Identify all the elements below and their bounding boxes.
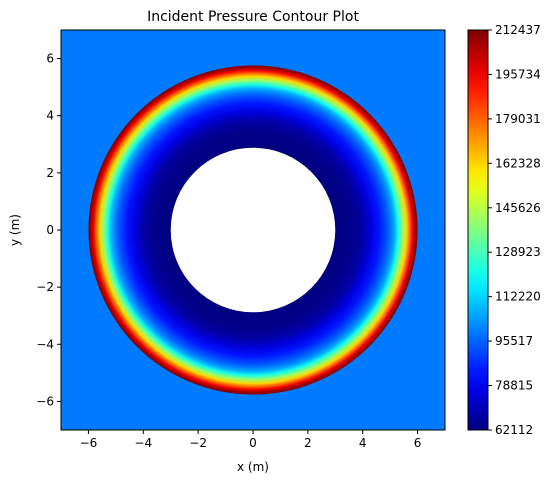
x-axis-label: x (m) (237, 460, 269, 474)
x-tick-label: −2 (189, 436, 207, 450)
colorbar-tick-label: 179031 (495, 112, 541, 126)
colorbar-tick-label: 145626 (495, 201, 541, 215)
inner-hole (170, 147, 336, 313)
colorbar-frame (467, 29, 489, 431)
colorbar-tick-label: 128923 (495, 245, 541, 259)
y-axis-ticks: −6 −4 −2 0 2 4 6 (36, 52, 61, 408)
colorbar-tick-label: 195734 (495, 67, 541, 81)
colorbar-tick-label: 112220 (495, 290, 541, 304)
y-tick-label: 4 (46, 109, 54, 123)
y-tick-label: 0 (46, 223, 54, 237)
colorbar-tick-label: 78815 (495, 379, 533, 393)
x-tick-label: −6 (80, 436, 98, 450)
y-tick-label: 6 (46, 52, 54, 66)
y-tick-label: −6 (36, 394, 54, 408)
colorbar-tick-label: 162328 (495, 156, 541, 170)
colorbar-tick-label: 95517 (495, 334, 533, 348)
chart-title: Incident Pressure Contour Plot (147, 9, 359, 25)
y-tick-label: −4 (36, 337, 54, 351)
colorbar-ticks: 62112 78815 95517 112220 128923 145626 162328 1… (488, 23, 541, 437)
colorbar (468, 30, 488, 430)
x-tick-label: −4 (134, 436, 152, 450)
x-axis-ticks: −6 −4 −2 0 2 4 6 (80, 430, 422, 450)
x-tick-label: 0 (249, 436, 257, 450)
x-tick-label: 2 (304, 436, 312, 450)
y-axis-label: y (m) (8, 214, 22, 246)
x-tick-label: 6 (414, 436, 422, 450)
x-tick-label: 4 (359, 436, 367, 450)
y-tick-label: 2 (46, 166, 54, 180)
colorbar-tick-label: 212437 (495, 23, 541, 37)
plot-area (61, 30, 445, 430)
y-tick-label: −2 (36, 280, 54, 294)
colorbar-tick-label: 62112 (495, 423, 533, 437)
